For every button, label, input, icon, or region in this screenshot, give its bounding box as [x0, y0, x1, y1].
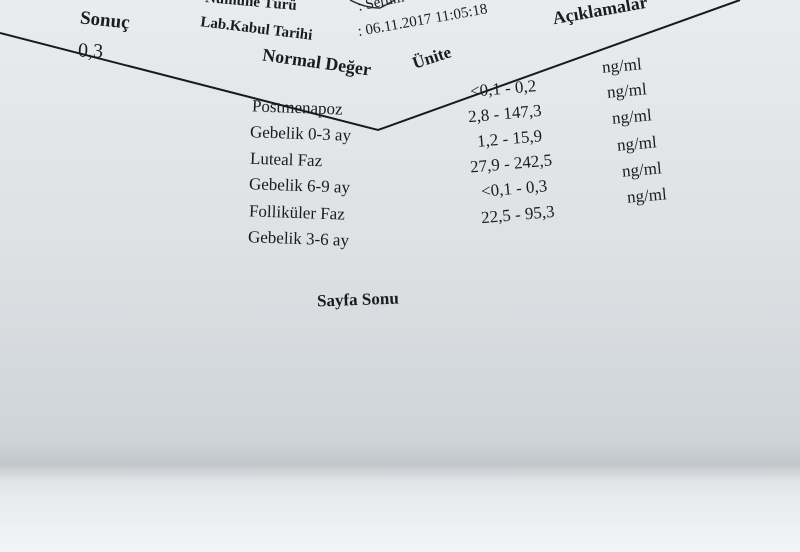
result-value: 0,3 — [77, 39, 104, 63]
paper-fold-shadow — [0, 440, 800, 480]
ref-label: Gebelik 0-3 ay — [249, 122, 352, 145]
ref-unit: ng/ml — [621, 158, 663, 181]
ref-label: Folliküler Faz — [248, 201, 346, 224]
ref-label: Gebelik 6-9 ay — [248, 174, 351, 197]
ref-unit: ng/ml — [606, 79, 648, 102]
ref-unit: ng/ml — [611, 105, 653, 128]
page-end-text: Sayfa Sonu — [316, 288, 400, 311]
ref-unit: ng/ml — [616, 132, 658, 155]
ref-label: Luteal Faz — [249, 148, 323, 171]
ref-label: Postmenapoz — [251, 96, 343, 119]
ref-label: Gebelik 3-6 ay — [247, 227, 350, 250]
ref-unit: ng/ml — [601, 54, 643, 77]
ref-unit: ng/ml — [626, 184, 668, 207]
